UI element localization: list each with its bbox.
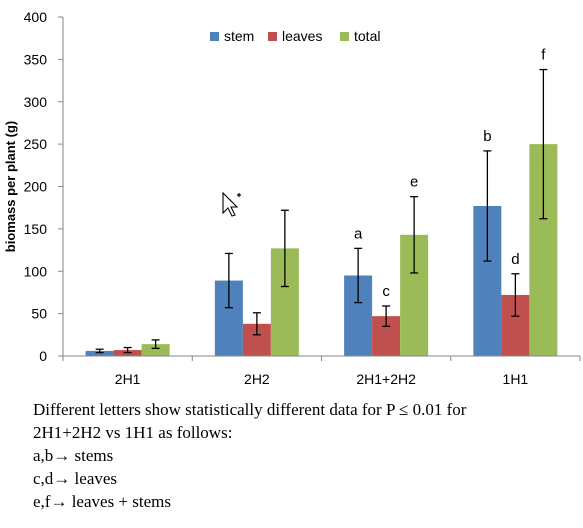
y-tick-label: 0 bbox=[39, 348, 47, 364]
bar-total bbox=[141, 344, 170, 356]
caption-line-2: 2H1+2H2 vs 1H1 as follows: bbox=[33, 423, 233, 442]
figure-caption: Different letters show statistically dif… bbox=[33, 398, 578, 513]
significance-letter: a bbox=[354, 225, 363, 242]
y-tick-label: 300 bbox=[24, 94, 48, 110]
legend-label-stem: stem bbox=[224, 28, 254, 44]
significance-letter: c bbox=[382, 283, 390, 300]
legend-swatch-leaves bbox=[268, 32, 277, 41]
caption-line-3: a,b→ stems bbox=[33, 446, 114, 465]
x-tick-label: 2H1+2H2 bbox=[356, 371, 416, 387]
y-tick-label: 200 bbox=[24, 179, 48, 195]
significance-letter: b bbox=[483, 128, 491, 145]
significance-letter: d bbox=[511, 251, 519, 268]
y-tick-label: 350 bbox=[24, 51, 48, 67]
bar-chart: 0 50 100 150 200 250 300 350 400 biomass per plan… bbox=[3, 9, 581, 387]
legend-label-leaves: leaves bbox=[282, 28, 322, 44]
x-tick-label: 2H1 bbox=[115, 371, 141, 387]
significance-letter: e bbox=[410, 174, 418, 191]
significance-letter: f bbox=[541, 47, 546, 64]
y-tick-label: 150 bbox=[24, 221, 48, 237]
caption-line-4: c,d→ leaves bbox=[33, 469, 118, 488]
caption-line-5: e,f→ leaves + stems bbox=[33, 492, 171, 511]
legend-swatch-total bbox=[340, 32, 349, 41]
mouse-pointer-icon bbox=[222, 191, 241, 217]
y-tick-label: 400 bbox=[24, 9, 48, 25]
x-tick-label: 2H2 bbox=[244, 371, 270, 387]
bar-stem bbox=[85, 350, 114, 356]
caption-line-1: Different letters show statistically dif… bbox=[33, 400, 467, 419]
legend-swatch-stem bbox=[210, 32, 219, 41]
chart-area: 0 50 100 150 200 250 300 350 400 biomass per plan… bbox=[3, 9, 581, 387]
y-tick-label: 100 bbox=[24, 263, 48, 279]
legend-label-total: total bbox=[354, 28, 380, 44]
y-axis-label: biomass per plant (g) bbox=[3, 121, 18, 252]
x-tick-label: 1H1 bbox=[503, 371, 529, 387]
y-tick-label: 250 bbox=[24, 136, 48, 152]
y-tick-label: 50 bbox=[31, 306, 47, 322]
